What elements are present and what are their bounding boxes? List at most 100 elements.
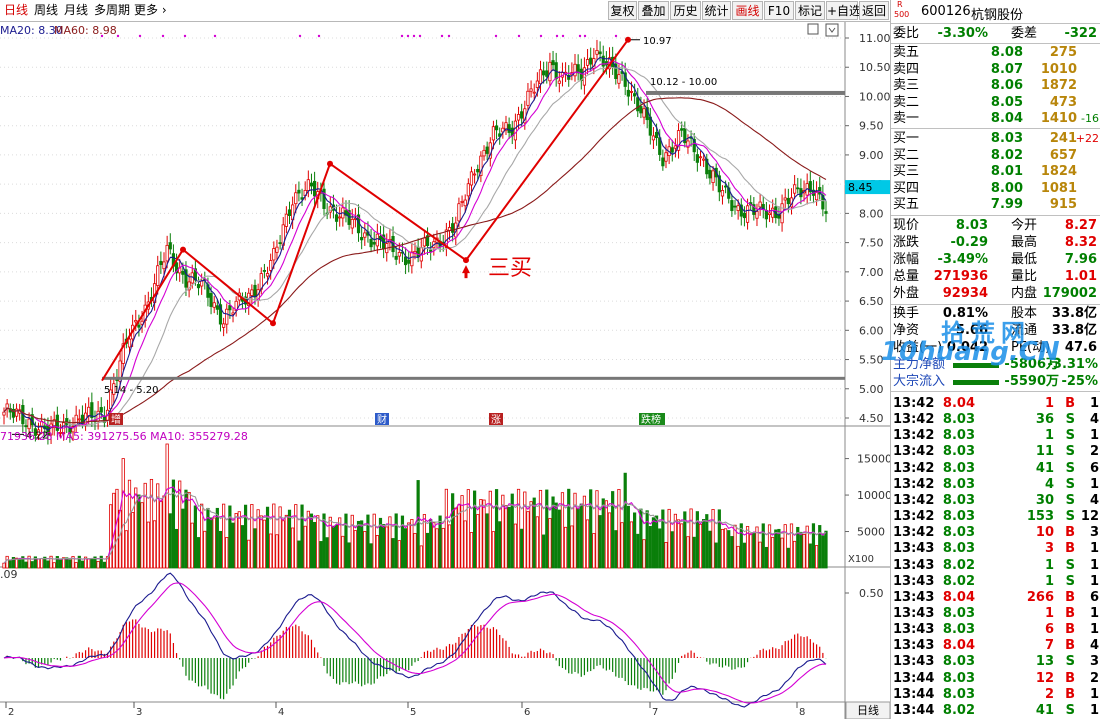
stats-button[interactable]: 统计 [702, 1, 731, 20]
f10-button[interactable]: F10 [764, 1, 794, 20]
volume-bar [513, 523, 517, 569]
volume-bar [808, 543, 812, 569]
r-badge-top: R [897, 0, 903, 9]
event-dot [138, 34, 142, 38]
tab-daily[interactable]: 日线 [4, 3, 29, 17]
overlay-button[interactable]: 叠加 [638, 1, 669, 20]
stat-value: 179002 [1042, 286, 1097, 301]
price-axis-label: 9.50 [859, 120, 884, 133]
candle-down [184, 269, 188, 288]
tick-row: 13:43 8.03 13 S 3 [891, 654, 1100, 670]
volume-bar [71, 556, 75, 569]
tick-row: 13:43 8.03 1 B 1 [891, 606, 1100, 622]
tick-price: 8.04 [942, 638, 975, 654]
current-price-tag [845, 180, 890, 195]
tick-row: 13:42 8.03 153 S 12 [891, 509, 1100, 525]
candle-down [309, 182, 314, 187]
volume-bar [190, 522, 194, 569]
ma20-line [3, 66, 827, 427]
volume-bar [159, 501, 163, 569]
volume-bar [30, 561, 34, 569]
stat-value: 8.03 [955, 218, 988, 233]
stat-value: 1.01 [1064, 269, 1097, 284]
tick-side: B [1065, 605, 1075, 621]
candle-down [209, 293, 213, 307]
volume-bar [714, 542, 718, 569]
candle-up [410, 251, 414, 267]
weibi-row: 委比 -3.30% 委差 -322 [891, 26, 1100, 42]
candle-down [494, 125, 499, 131]
flow-row: 大宗流入 -5590万 -25% [891, 374, 1100, 390]
add-watchlist-button[interactable]: +自选 [826, 1, 861, 20]
volume-bar [403, 528, 408, 569]
finance-value: 0.81% [942, 306, 988, 321]
volume-bar [237, 511, 241, 569]
tick-side: B [1065, 396, 1075, 411]
candle-down [403, 256, 408, 266]
event-dot [298, 34, 302, 38]
candle-up [585, 59, 590, 66]
volume-bar [109, 504, 113, 569]
candle-up [363, 232, 367, 238]
stock-name[interactable]: 杭钢股份 [971, 8, 1024, 23]
history-button[interactable]: 历史 [670, 1, 701, 20]
volume-bar [259, 515, 263, 569]
tick-row: 13:43 8.04 266 B 6 [891, 590, 1100, 606]
stock-code[interactable]: 600126 [921, 4, 971, 19]
event-dot [555, 34, 559, 38]
tick-price: 8.02 [942, 557, 975, 573]
back-button[interactable]: 返回 [859, 1, 889, 20]
volume-bar [36, 558, 41, 569]
candle-up [529, 88, 533, 92]
volume-bar [620, 522, 624, 569]
tick-time: 13:43 [893, 541, 935, 557]
tick-row: 13:43 8.02 1 S 1 [891, 558, 1100, 574]
tab-monthly[interactable]: 月线 [64, 3, 89, 17]
tick-row: 13:42 8.03 11 S 2 [891, 444, 1100, 460]
volume-bar [269, 533, 273, 569]
volume-bar [727, 530, 731, 569]
range-bar-bottom [102, 376, 845, 380]
candlestick-chart[interactable]: 11.0010.5010.009.509.008.508.007.507.006… [0, 22, 890, 719]
tick-price: 8.03 [942, 444, 975, 460]
range-bar-top [646, 90, 845, 95]
tick-side: B [1065, 686, 1075, 702]
stock-chart-area[interactable]: 11.0010.5010.009.509.008.508.007.507.006… [0, 22, 890, 719]
volume-bar [215, 507, 219, 569]
volume-bar [413, 533, 417, 569]
tick-row: 13:42 8.03 30 S 4 [891, 493, 1100, 509]
candle-up [118, 360, 122, 382]
volume-bar [40, 558, 44, 569]
volume-bar [14, 557, 19, 569]
ask-label: 卖一 [893, 111, 920, 127]
draw-line-button[interactable]: 画线 [732, 1, 763, 20]
volume-bar [243, 504, 248, 569]
volume-bar [799, 531, 803, 569]
volume-bar [77, 555, 81, 569]
candle-down [55, 414, 59, 431]
tick-num: 2 [1089, 670, 1099, 686]
mark-button[interactable]: 标记 [795, 1, 825, 20]
chart-toolbar: 日线 周线 月线 多周期 更多 › 复权 叠加 历史 统计 画线 F10 标记 +自选 返回 [0, 0, 890, 22]
restore-button[interactable]: 复权 [608, 1, 637, 20]
tab-more[interactable]: 更多 › [134, 3, 167, 17]
tab-weekly[interactable]: 周线 [34, 3, 59, 17]
month-label: 5 [410, 707, 416, 718]
month-label: 8 [799, 707, 805, 718]
volume-bar [99, 555, 103, 569]
candle-up [538, 69, 543, 85]
tick-time: 13:43 [893, 605, 935, 621]
candle-down [322, 188, 326, 209]
volume-bar [294, 504, 298, 569]
tick-price: 8.03 [942, 605, 975, 621]
tab-multi-period[interactable]: 多周期 [94, 3, 131, 17]
tick-num: 4 [1089, 638, 1099, 654]
current-price-label: 8.45 [848, 181, 873, 194]
volume-bar [316, 515, 320, 569]
tick-row: 13:42 8.03 4 S 1 [891, 477, 1100, 493]
tick-num: 2 [1089, 444, 1099, 460]
volume-bar [429, 519, 433, 569]
tick-price: 8.03 [942, 686, 975, 702]
volume-bar [325, 537, 329, 569]
month-label: 4 [278, 707, 284, 718]
